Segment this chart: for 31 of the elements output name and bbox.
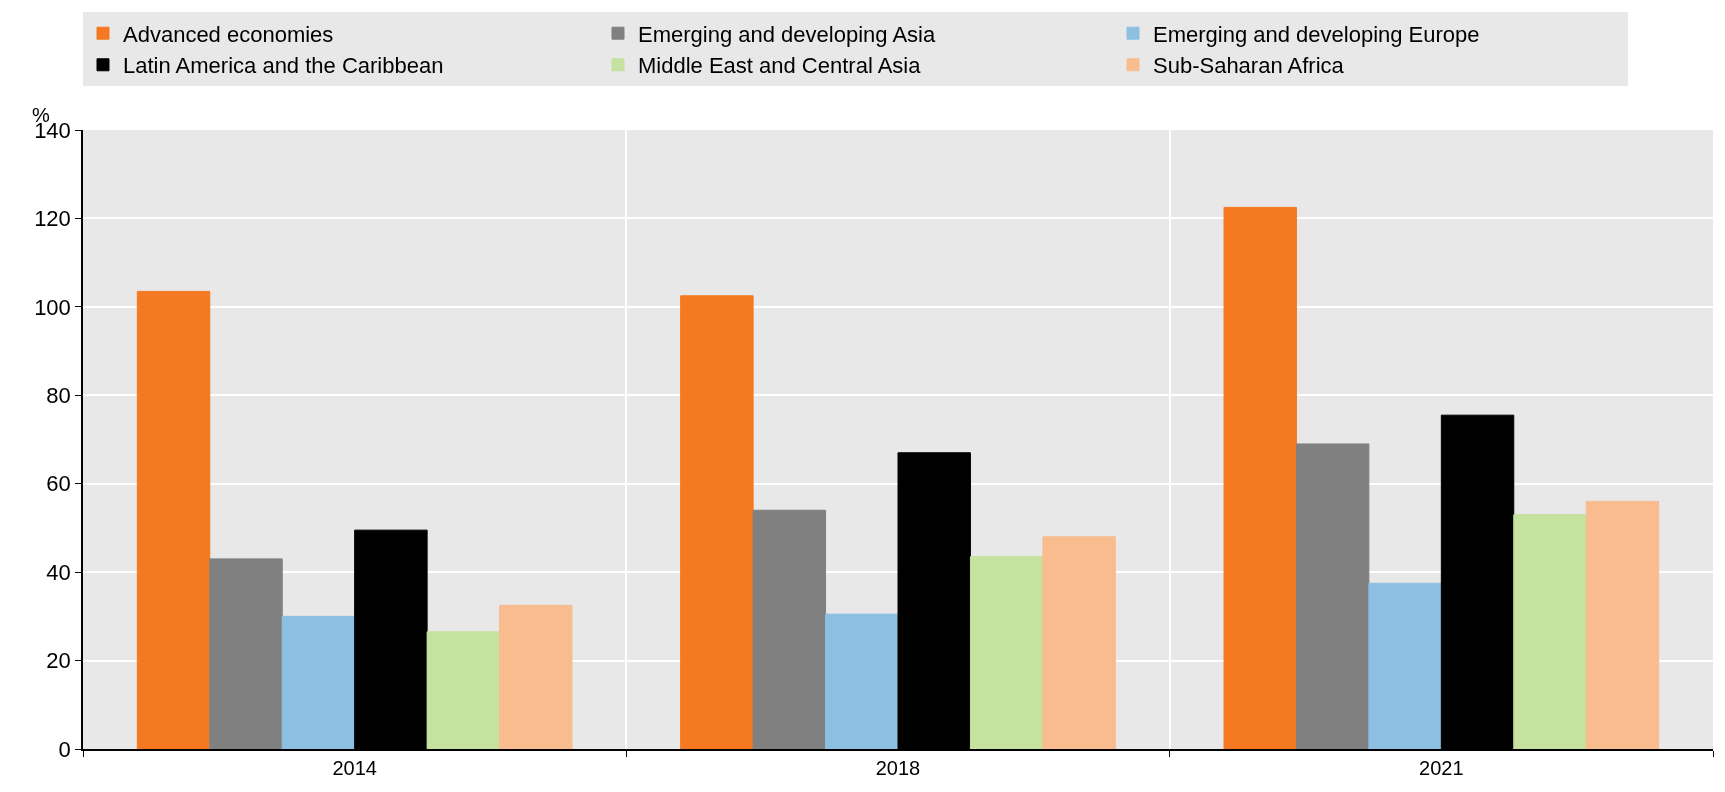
y-tick-label: 80 <box>46 382 71 408</box>
legend-label: Advanced economies <box>123 21 334 47</box>
x-tick-label: 2014 <box>332 756 377 779</box>
legend-label: Emerging and developing Europe <box>1153 21 1480 47</box>
legend-label: Sub-Saharan Africa <box>1153 53 1345 79</box>
x-tick-label: 2018 <box>875 756 921 779</box>
y-tick-label: 60 <box>46 471 71 497</box>
bar <box>426 631 501 749</box>
legend-label: Middle East and Central Asia <box>638 53 922 79</box>
y-tick-label: 120 <box>34 206 71 232</box>
bar <box>680 295 754 749</box>
bar <box>1042 536 1116 749</box>
y-tick-label: 20 <box>46 648 71 674</box>
bar <box>136 290 211 749</box>
bar <box>1223 206 1297 749</box>
y-tick-label: 0 <box>58 736 71 762</box>
y-tick-label: 40 <box>46 559 71 585</box>
bar <box>825 613 899 749</box>
bar <box>1295 443 1370 749</box>
bar <box>1585 500 1660 749</box>
x-tick-label: 2021 <box>1419 756 1464 779</box>
y-tick-label: 100 <box>34 294 71 320</box>
legend-label: Emerging and developing Asia <box>638 21 936 47</box>
bar <box>499 604 573 749</box>
legend-label: Latin America and the Caribbean <box>123 53 444 79</box>
bar <box>969 556 1044 749</box>
bar <box>281 615 356 749</box>
bar <box>1368 582 1442 749</box>
bar <box>752 509 827 749</box>
bar <box>1513 514 1587 749</box>
bar <box>209 558 283 749</box>
